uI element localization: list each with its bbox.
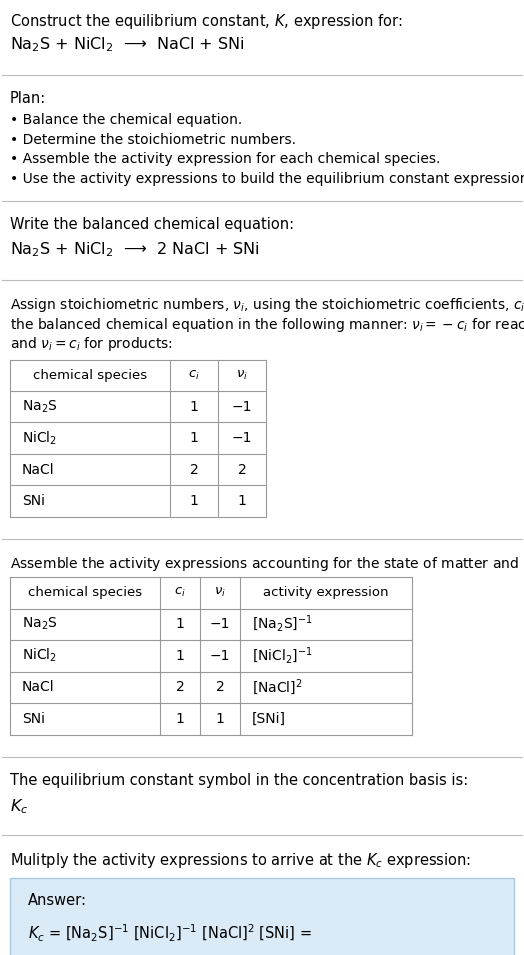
Text: Construct the equilibrium constant, $K$, expression for:: Construct the equilibrium constant, $K$,… (10, 12, 402, 31)
Text: $c_i$: $c_i$ (188, 369, 200, 382)
Text: • Determine the stoichiometric numbers.: • Determine the stoichiometric numbers. (10, 133, 296, 146)
Text: 1: 1 (190, 400, 199, 414)
Text: SNi: SNi (22, 711, 45, 726)
Text: and $\nu_i = c_i$ for products:: and $\nu_i = c_i$ for products: (10, 335, 173, 353)
Text: NiCl$_2$: NiCl$_2$ (22, 647, 57, 665)
Text: $\nu_i$: $\nu_i$ (214, 586, 226, 600)
Text: chemical species: chemical species (33, 369, 147, 382)
Text: $K_c$ = [Na$_2$S]$^{-1}$ [NiCl$_2$]$^{-1}$ [NaCl]$^2$ [SNi] =: $K_c$ = [Na$_2$S]$^{-1}$ [NiCl$_2$]$^{-1… (28, 923, 312, 944)
Text: Assemble the activity expressions accounting for the state of matter and $\nu_i$: Assemble the activity expressions accoun… (10, 555, 524, 573)
Text: Plan:: Plan: (10, 91, 46, 106)
Text: • Balance the chemical equation.: • Balance the chemical equation. (10, 113, 242, 127)
Text: 1: 1 (237, 495, 246, 508)
Text: NiCl$_2$: NiCl$_2$ (22, 430, 57, 447)
Text: chemical species: chemical species (28, 586, 142, 599)
Text: Na$_2$S + NiCl$_2$  ⟶  NaCl + SNi: Na$_2$S + NiCl$_2$ ⟶ NaCl + SNi (10, 35, 244, 53)
Text: NaCl: NaCl (22, 680, 54, 694)
Text: The equilibrium constant symbol in the concentration basis is:: The equilibrium constant symbol in the c… (10, 773, 468, 788)
Text: −1: −1 (232, 432, 252, 445)
Text: 1: 1 (190, 495, 199, 508)
Text: 2: 2 (176, 680, 184, 694)
Text: Write the balanced chemical equation:: Write the balanced chemical equation: (10, 217, 294, 232)
Text: [NiCl$_2$]$^{-1}$: [NiCl$_2$]$^{-1}$ (252, 646, 313, 666)
Text: the balanced chemical equation in the following manner: $\nu_i = -c_i$ for react: the balanced chemical equation in the fo… (10, 315, 524, 333)
Text: 1: 1 (190, 432, 199, 445)
Text: 1: 1 (176, 617, 184, 631)
Text: 2: 2 (237, 463, 246, 477)
Text: Answer:: Answer: (28, 893, 87, 907)
Text: activity expression: activity expression (263, 586, 389, 599)
Text: $\nu_i$: $\nu_i$ (236, 369, 248, 382)
Text: • Assemble the activity expression for each chemical species.: • Assemble the activity expression for e… (10, 152, 440, 166)
Text: 1: 1 (215, 711, 224, 726)
Text: [Na$_2$S]$^{-1}$: [Na$_2$S]$^{-1}$ (252, 614, 313, 634)
Text: 1: 1 (176, 711, 184, 726)
Text: Na$_2$S + NiCl$_2$  ⟶  2 NaCl + SNi: Na$_2$S + NiCl$_2$ ⟶ 2 NaCl + SNi (10, 240, 260, 259)
Text: Mulitply the activity expressions to arrive at the $K_c$ expression:: Mulitply the activity expressions to arr… (10, 851, 471, 870)
Text: • Use the activity expressions to build the equilibrium constant expression.: • Use the activity expressions to build … (10, 172, 524, 185)
Text: $K_c$: $K_c$ (10, 797, 28, 816)
Text: Assign stoichiometric numbers, $\nu_i$, using the stoichiometric coefficients, $: Assign stoichiometric numbers, $\nu_i$, … (10, 296, 524, 314)
Text: −1: −1 (232, 400, 252, 414)
FancyBboxPatch shape (10, 878, 514, 955)
Text: [SNi]: [SNi] (252, 711, 286, 726)
Text: Na$_2$S: Na$_2$S (22, 616, 58, 632)
Text: 2: 2 (190, 463, 199, 477)
Text: −1: −1 (210, 617, 230, 631)
Text: SNi: SNi (22, 495, 45, 508)
Text: 1: 1 (176, 648, 184, 663)
Text: Na$_2$S: Na$_2$S (22, 398, 58, 415)
Text: $c_i$: $c_i$ (174, 586, 186, 600)
Text: 2: 2 (215, 680, 224, 694)
Text: −1: −1 (210, 648, 230, 663)
Text: [NaCl]$^2$: [NaCl]$^2$ (252, 677, 302, 697)
Text: NaCl: NaCl (22, 463, 54, 477)
